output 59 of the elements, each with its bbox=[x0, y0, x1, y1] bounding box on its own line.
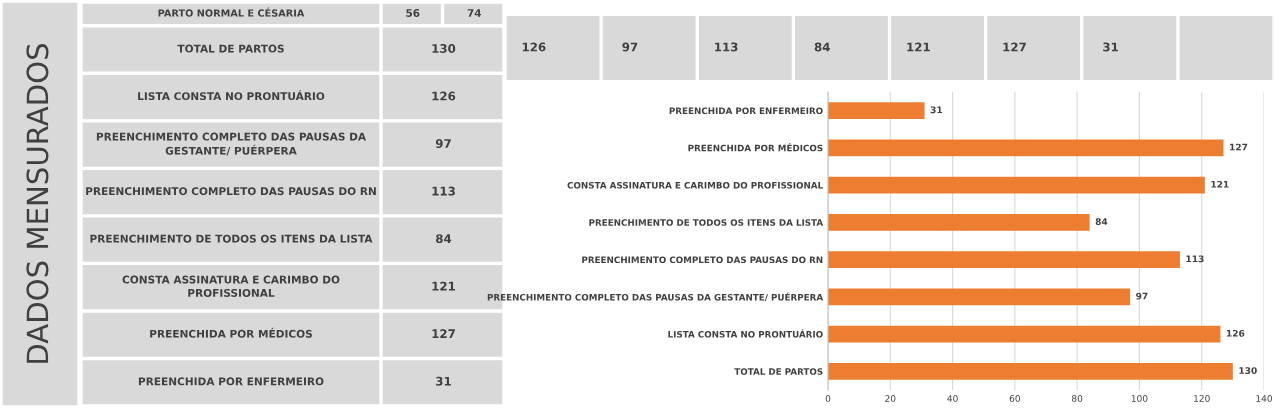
y-tick-label: LISTA CONSTA NO PRONTUÁRIO bbox=[668, 329, 823, 338]
data-label: 31 bbox=[436, 376, 451, 386]
category-label: LISTA CONSTA NO PRONTUÁRIO bbox=[138, 90, 325, 101]
data-label: 31 bbox=[1103, 42, 1118, 52]
x-tick-label: 60 bbox=[1009, 395, 1020, 402]
data-label: 130 bbox=[432, 44, 456, 53]
data-label: 113 bbox=[432, 186, 455, 196]
x-tick-label: 140 bbox=[1256, 395, 1273, 402]
bar bbox=[828, 213, 1090, 231]
bar bbox=[828, 288, 1131, 306]
data-label: 113 bbox=[715, 42, 738, 52]
category-label: PREENCHIMENTO DE TODOS OS ITENS DA LISTA bbox=[90, 234, 373, 243]
data-label: 121 bbox=[907, 42, 930, 52]
y-tick-label: PREENCHIMENTO COMPLETO DAS PAUSAS DO RN bbox=[582, 256, 823, 264]
bar bbox=[828, 139, 1224, 157]
bar bbox=[828, 102, 925, 120]
category-label: PREENCHIDA POR MÉDICOS bbox=[150, 327, 312, 338]
data-label: 130 bbox=[1239, 367, 1257, 374]
bar bbox=[828, 325, 1221, 343]
text: DADOS MENSURADOS bbox=[26, 43, 49, 363]
x-tick-label: 100 bbox=[1131, 395, 1148, 402]
data-label: 126 bbox=[1226, 329, 1245, 337]
category-label: PREENCHIMENTO COMPLETO DAS PAUSAS DA GESTANTE/ PUÉRPERA bbox=[96, 132, 367, 156]
y-tick-label: PREENCHIDA POR ENFERMEIRO bbox=[669, 107, 823, 115]
data-label: 84 bbox=[814, 42, 830, 52]
data-label: 56 bbox=[406, 9, 420, 17]
category-label: CONSTA ASSINATURA E CARIMBO DO PROFISSIONAL bbox=[122, 275, 340, 297]
bar bbox=[828, 362, 1233, 380]
x-tick-label: 80 bbox=[1072, 395, 1083, 402]
bar bbox=[828, 251, 1180, 269]
data-label: 97 bbox=[622, 42, 638, 52]
data-label: 74 bbox=[467, 9, 482, 17]
x-tick-label: 0 bbox=[825, 395, 831, 402]
y-tick-label: PREENCHIMENTO DE TODOS OS ITENS DA LISTA bbox=[589, 219, 824, 226]
data-label: 127 bbox=[1003, 42, 1026, 52]
data-label: 121 bbox=[432, 281, 456, 291]
data-label: 84 bbox=[1095, 218, 1108, 225]
x-tick-label: 20 bbox=[885, 395, 896, 402]
data-label: 84 bbox=[436, 234, 452, 244]
y-tick-label: PREENCHIDA POR MÉDICOS bbox=[688, 143, 823, 152]
category-label: TOTAL DE PARTOS bbox=[177, 44, 284, 53]
data-label: 113 bbox=[1186, 255, 1204, 263]
category-label: PREENCHIDA POR ENFERMEIRO bbox=[138, 377, 324, 386]
y-tick-label: TOTAL DE PARTOS bbox=[734, 368, 823, 375]
data-label: 97 bbox=[1136, 292, 1148, 300]
bar bbox=[828, 176, 1205, 194]
data-label: 127 bbox=[432, 329, 455, 338]
y-tick-label: PREENCHIMENTO COMPLETO DAS PAUSAS DA GESTANTE/ PUÉRPERA bbox=[487, 292, 824, 302]
x-tick-label: 120 bbox=[1194, 395, 1210, 402]
data-label: 97 bbox=[435, 139, 451, 149]
y-tick-label: CONSTA ASSINATURA E CARIMBO DO PROFISSIONAL bbox=[567, 181, 823, 189]
data-label: 31 bbox=[930, 106, 943, 114]
data-label: 126 bbox=[522, 42, 546, 52]
category-label: PREENCHIMENTO COMPLETO DAS PAUSAS DO RN bbox=[86, 187, 376, 196]
x-tick-label: 40 bbox=[947, 395, 958, 402]
data-label: 121 bbox=[1211, 180, 1229, 188]
data-label: 127 bbox=[1230, 143, 1248, 151]
data-label: 126 bbox=[432, 91, 456, 101]
category-label: PARTO NORMAL E CÉSARIA bbox=[158, 7, 305, 17]
